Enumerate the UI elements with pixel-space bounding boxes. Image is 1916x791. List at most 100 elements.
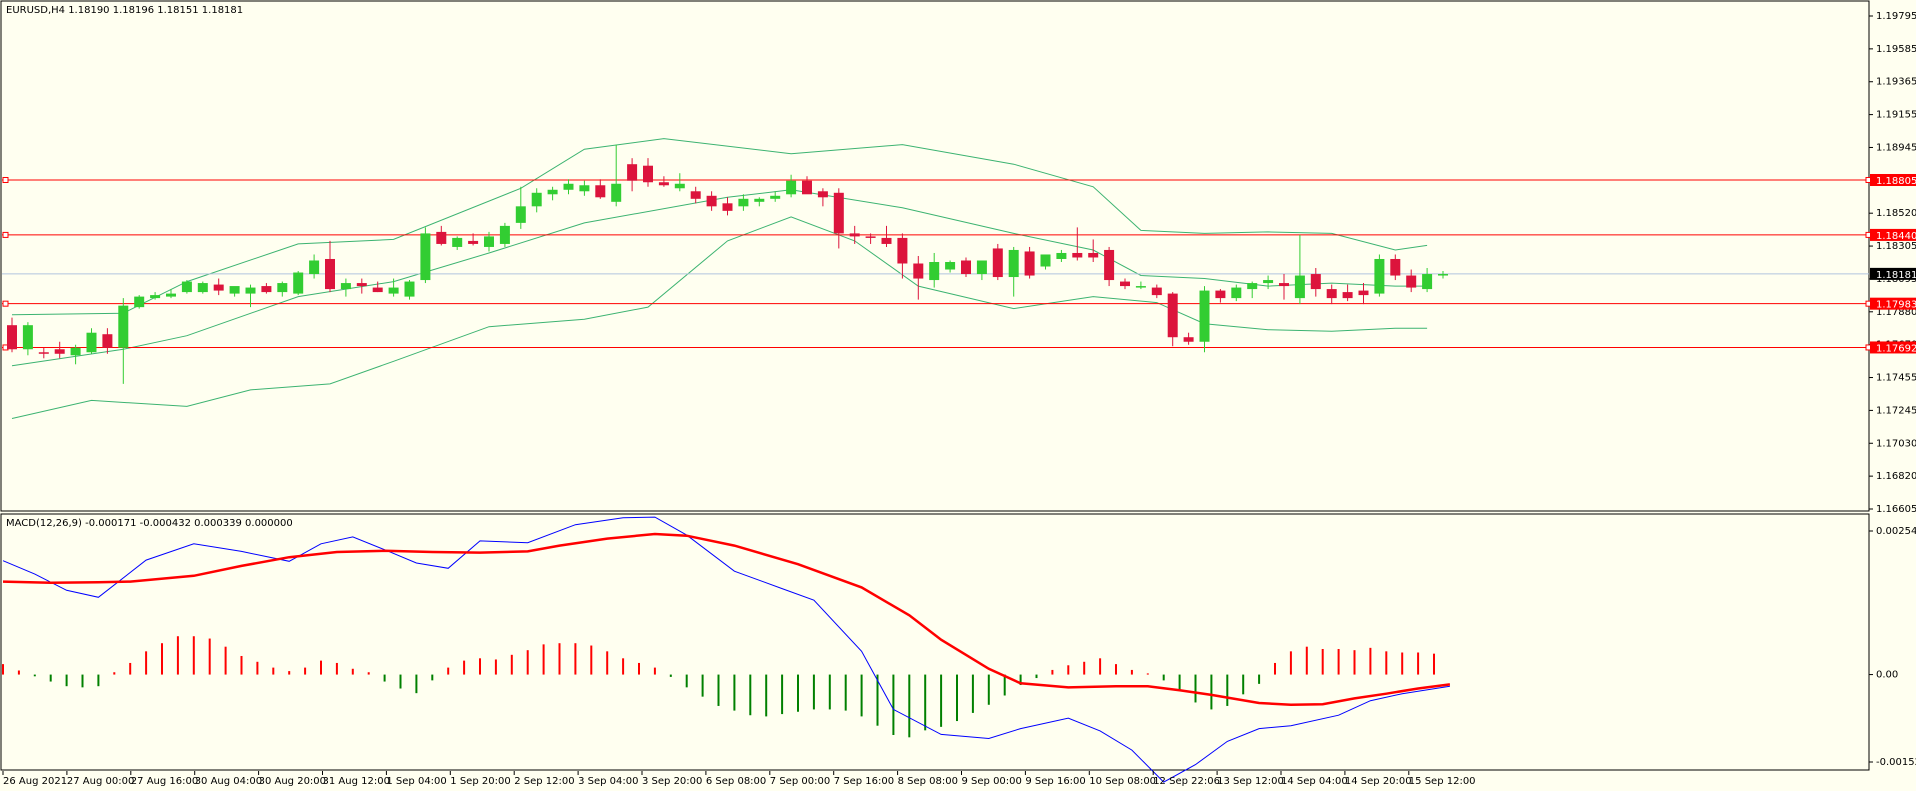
bearish-candle (1151, 287, 1162, 296)
level-anchor[interactable] (2, 300, 9, 307)
price-tick-label: 1.19585 (1876, 44, 1916, 55)
time-tick-label: 26 Aug 2021 (3, 776, 67, 787)
bearish-candle (1167, 293, 1178, 338)
time-tick-label: 9 Sep 16:00 (1025, 776, 1085, 787)
bearish-candle (102, 334, 113, 348)
bearish-candle (1390, 258, 1401, 276)
time-tick-label: 8 Sep 08:00 (898, 776, 958, 787)
bearish-candle (1342, 292, 1353, 299)
bearish-candle (849, 233, 860, 237)
bearish-candle (1406, 275, 1417, 288)
time-tick-label: 6 Sep 08:00 (706, 776, 766, 787)
bullish-candle (388, 287, 399, 294)
bearish-candle (468, 240, 479, 244)
bullish-candle (579, 185, 590, 192)
macd-tick-label: 0.00 (1876, 670, 1898, 681)
bearish-candle (865, 236, 876, 238)
level-price-tag-text: 1.17692 (1876, 343, 1916, 354)
bullish-candle (86, 332, 97, 353)
macd-lines (2, 516, 1451, 783)
bearish-candle (1215, 290, 1226, 299)
bullish-candle (1438, 274, 1448, 276)
macd-indicator-pane[interactable]: 0.00254 0.00 -0.001522 MACD(12,26,9) -0.00… (0, 513, 1916, 783)
bearish-candle (54, 349, 65, 354)
level-price-tag (1870, 173, 1916, 186)
bullish-candle (484, 236, 494, 247)
bearish-candle (1072, 252, 1083, 258)
macd-tick-label: -0.001522 (1876, 757, 1916, 768)
price-tick-label: 1.17455 (1876, 373, 1916, 384)
bullish-candle (515, 206, 526, 223)
bullish-candle (738, 198, 749, 207)
bullish-candle (1056, 252, 1067, 259)
time-tick-label: 30 Aug 04:00 (195, 776, 262, 787)
price-chart-title: EURUSD,H4 1.18190 1.18196 1.18151 1.1818… (6, 5, 243, 16)
bearish-candle (722, 203, 733, 211)
bullish-candle (309, 260, 320, 275)
time-tick-label: 7 Sep 16:00 (834, 776, 894, 787)
bullish-candle (245, 287, 256, 294)
bullish-candle (786, 180, 797, 195)
bearish-candle (897, 237, 908, 264)
price-tick-label: 1.16820 (1876, 471, 1916, 482)
bullish-candle (1247, 283, 1258, 290)
time-tick-label: 12 Sep 22:06 (1153, 776, 1220, 787)
bullish-candle (611, 183, 622, 202)
bullish-candle (229, 286, 240, 294)
level-price-tag-text: 1.18805 (1876, 176, 1916, 187)
bullish-candle (22, 325, 33, 350)
time-tick-label: 3 Sep 04:00 (578, 776, 638, 787)
bearish-candle (658, 182, 669, 186)
bearish-candle (817, 191, 828, 198)
bullish-candle (293, 272, 304, 294)
current-price-tag (1870, 267, 1916, 280)
bullish-candle (1263, 280, 1274, 284)
bearish-candle (833, 192, 844, 234)
bearish-candle (706, 195, 717, 207)
time-tick-label: 9 Sep 00:00 (962, 776, 1022, 787)
bearish-candle (802, 180, 812, 195)
bullish-candle (134, 296, 145, 308)
bullish-candle (166, 293, 176, 297)
macd-signal-line (2, 532, 1451, 707)
time-tick-label: 10 Sep 08:00 (1089, 776, 1156, 787)
bearish-candle (213, 284, 224, 291)
bullish-candle (420, 233, 431, 281)
bearish-candle (913, 263, 924, 279)
price-chart-pane[interactable]: 1.197951.195851.193651.191551.189451.187… (0, 0, 1916, 515)
price-tick-label: 1.18305 (1876, 241, 1916, 252)
bearish-candle (1183, 337, 1194, 342)
bearish-candle (38, 352, 49, 354)
bearish-candle (690, 191, 701, 199)
time-tick-label: 13 Sep 12:00 (1217, 776, 1284, 787)
level-price-tag-text: 1.17983 (1876, 300, 1916, 311)
price-pane-border (0, 0, 1870, 512)
bearish-candle (595, 185, 606, 198)
bullish-candle (531, 192, 542, 207)
bearish-candle (1310, 274, 1321, 290)
candlesticks (7, 144, 1448, 384)
bullish-candle (945, 261, 956, 270)
bullish-candle (150, 295, 161, 299)
bullish-candle (70, 347, 81, 356)
bullish-candle (197, 283, 208, 293)
macd-title: MACD(12,26,9) -0.000171 -0.000432 0.0003… (6, 518, 293, 529)
bollinger-band-middle (11, 189, 1428, 367)
bullish-candle (1422, 274, 1433, 290)
price-tick-label: 1.18520 (1876, 208, 1916, 219)
price-tick-label: 1.19795 (1876, 11, 1916, 22)
macd-pane-border (0, 513, 1870, 771)
macd-main-line (2, 516, 1450, 783)
bearish-candle (643, 165, 653, 183)
bullish-candle (452, 237, 463, 247)
bearish-candle (1104, 249, 1115, 281)
bullish-candle (929, 261, 940, 281)
bearish-candle (992, 248, 1003, 278)
level-anchor[interactable] (2, 176, 9, 183)
bullish-candle (674, 183, 685, 189)
level-anchor[interactable] (2, 231, 9, 238)
bullish-candle (1199, 290, 1210, 342)
